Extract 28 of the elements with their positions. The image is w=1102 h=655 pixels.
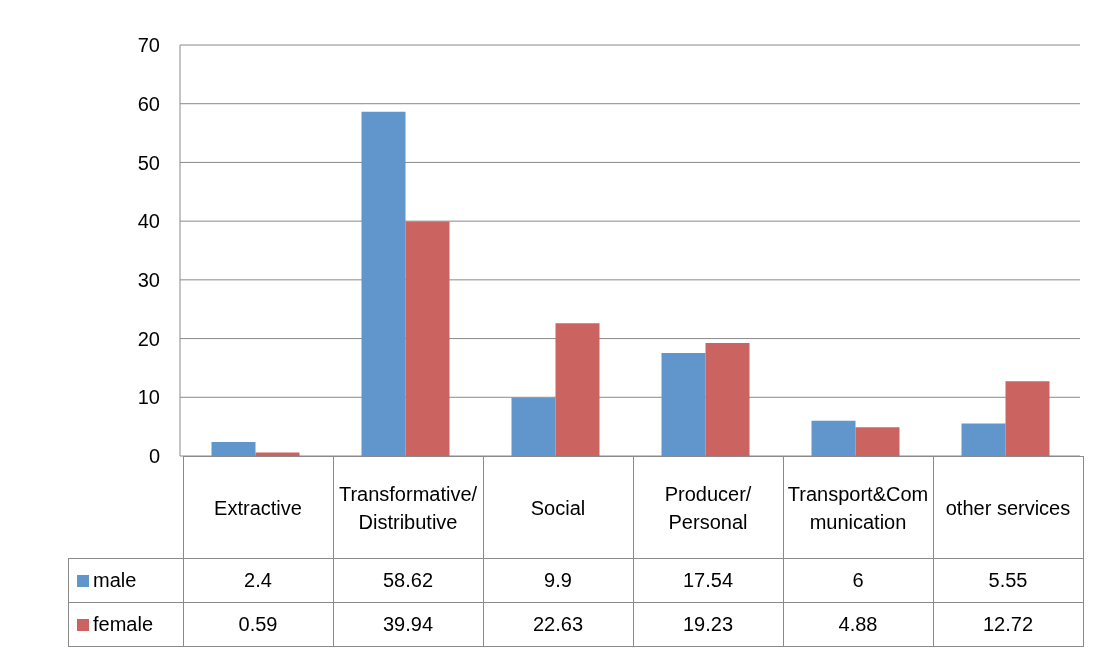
y-tick-label: 30 xyxy=(137,268,160,291)
y-tick-label: 20 xyxy=(137,327,160,350)
x-tick-label: Transformative/ Distributive xyxy=(333,456,483,559)
y-tick-label: 10 xyxy=(137,386,160,409)
data-label: 0.59 xyxy=(183,602,333,647)
legend-label: male xyxy=(68,558,183,603)
data-label: 17.54 xyxy=(633,558,783,603)
data-label: 12.72 xyxy=(933,602,1083,647)
x-tick-label: Producer/ Personal xyxy=(633,456,783,559)
y-tick-label: 60 xyxy=(137,92,160,115)
data-label: 39.94 xyxy=(333,602,483,647)
x-tick-label: other services xyxy=(933,456,1083,559)
data-label: 5.55 xyxy=(933,558,1083,603)
y-tick-label: 40 xyxy=(137,210,160,233)
data-label: 19.23 xyxy=(633,602,783,647)
x-tick-label: Transport&Communication xyxy=(783,456,933,559)
data-label: 9.9 xyxy=(483,558,633,603)
data-label: 58.62 xyxy=(333,558,483,603)
legend-label: female xyxy=(68,602,183,647)
data-label: 4.88 xyxy=(783,602,933,647)
data-label: 2.4 xyxy=(183,558,333,603)
x-tick-label: Social xyxy=(483,456,633,559)
x-tick-label: Extractive xyxy=(183,456,333,559)
data-label: 22.63 xyxy=(483,602,633,647)
data-label: 6 xyxy=(783,558,933,603)
y-tick-label: 0 xyxy=(148,445,160,468)
y-tick-label: 70 xyxy=(137,34,160,57)
y-tick-label: 50 xyxy=(137,151,160,174)
